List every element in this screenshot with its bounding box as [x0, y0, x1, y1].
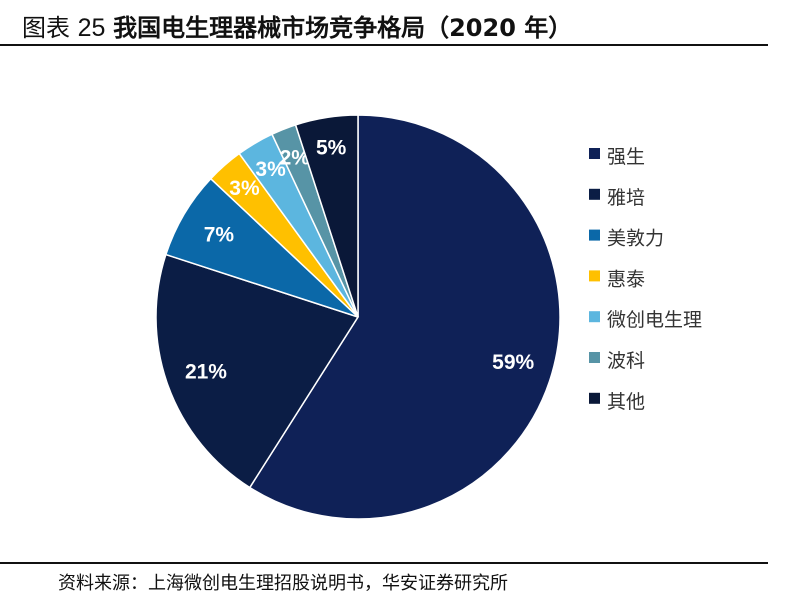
data-label: 5%	[316, 136, 347, 159]
data-label: 3%	[255, 158, 286, 181]
figure-title-text: 我国电生理器械市场竞争格局（2020 年）	[113, 14, 573, 42]
legend-label: 波科	[607, 350, 645, 372]
pie-slice-6	[294, 114, 359, 318]
legend-swatch	[589, 392, 600, 404]
legend-swatch	[589, 311, 600, 323]
data-label: 7%	[204, 224, 235, 247]
legend-label: 美敦力	[607, 228, 664, 250]
legend-swatch	[589, 270, 600, 282]
legend-label: 其他	[607, 391, 645, 413]
pie-slice-1	[155, 253, 360, 489]
data-label: 2%	[280, 146, 311, 169]
legend-label: 强生	[607, 146, 645, 168]
legend-swatch	[589, 352, 600, 363]
legend-swatch	[589, 188, 600, 200]
top-rule	[0, 44, 768, 46]
chart-title: 图表 25 我国电生理器械市场竞争格局（2020 年）	[22, 8, 572, 43]
data-label: 3%	[229, 177, 260, 200]
figure-number: 25	[77, 14, 106, 42]
legend-label: 惠泰	[607, 268, 645, 290]
figure-prefix: 图表	[22, 14, 70, 42]
data-label: 59%	[492, 351, 534, 374]
source-note: 资料来源：上海微创电生理招股说明书，华安证券研究所	[58, 573, 508, 594]
pie-slice-0	[248, 114, 561, 520]
legend-swatch	[589, 229, 600, 241]
bottom-rule	[0, 562, 768, 564]
data-label: 21%	[185, 361, 227, 384]
legend-label: 微创电生理	[607, 309, 702, 331]
legend-swatch	[589, 148, 600, 159]
legend-label: 雅培	[607, 187, 645, 209]
